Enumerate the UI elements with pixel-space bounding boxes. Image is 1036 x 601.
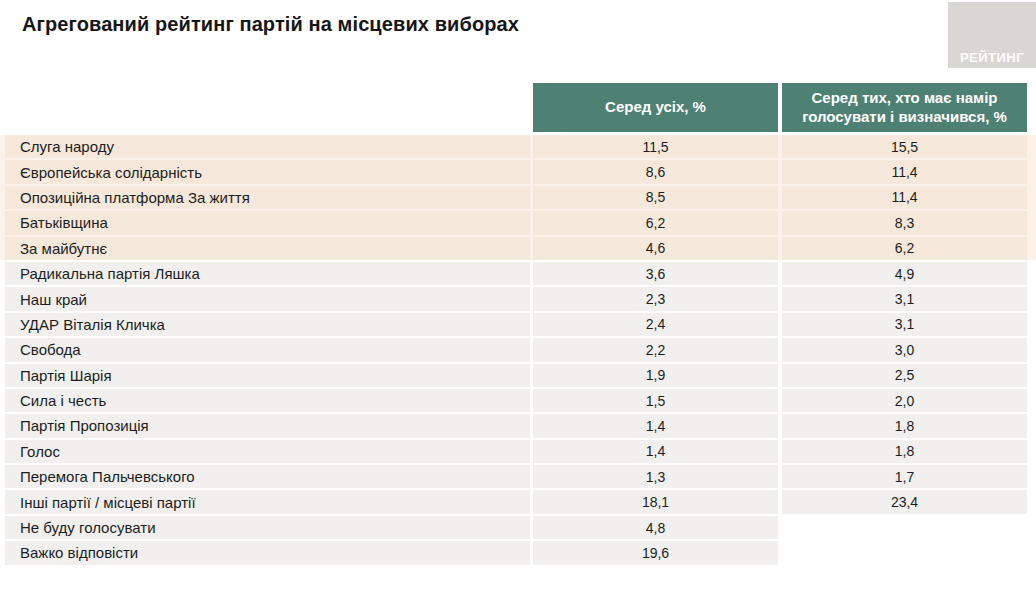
among-all-cell: 1,4	[533, 440, 778, 463]
party-name-cell: Інші партії / місцеві партії	[5, 490, 530, 513]
among-decided-cell: 6,2	[782, 237, 1027, 260]
party-name-cell: Партія Шарія	[5, 364, 530, 387]
party-name-cell: Свобода	[5, 338, 530, 361]
among-decided-cell: 3,1	[782, 313, 1027, 336]
among-all-cell: 4,6	[533, 237, 778, 260]
among-all-cell: 1,5	[533, 389, 778, 412]
table-row: Партія Пропозиція 1,4 1,8	[5, 414, 1027, 437]
among-decided-cell: 2,0	[782, 389, 1027, 412]
parties-table: Слуга народу 11,5 15,5 Європейська солід…	[5, 135, 1027, 567]
table-row: За майбутнє 4,6 6,2	[5, 237, 1027, 260]
among-decided-cell: 3,0	[782, 338, 1027, 361]
rating-group-logo: РЕЙТИНГ	[948, 2, 1036, 68]
party-name-cell: УДАР Віталія Кличка	[5, 313, 530, 336]
among-decided-cell	[782, 541, 1027, 564]
among-all-cell: 1,9	[533, 364, 778, 387]
table-row: Партія Шарія 1,9 2,5	[5, 364, 1027, 387]
among-decided-cell: 1,8	[782, 414, 1027, 437]
among-all-cell: 2,3	[533, 287, 778, 310]
among-all-cell: 11,5	[533, 135, 778, 158]
party-name-cell: Слуга народу	[5, 135, 530, 158]
table-row: Сила і честь 1,5 2,0	[5, 389, 1027, 412]
table-row: Слуга народу 11,5 15,5	[5, 135, 1027, 158]
party-name-cell: Голос	[5, 440, 530, 463]
among-all-cell: 2,4	[533, 313, 778, 336]
among-decided-cell	[782, 516, 1027, 539]
table-row: УДАР Віталія Кличка 2,4 3,1	[5, 313, 1027, 336]
party-name-cell: Не буду голосувати	[5, 516, 530, 539]
among-decided-cell: 15,5	[782, 135, 1027, 158]
column-header-among-all-label: Серед усіх, %	[599, 98, 712, 116]
among-all-cell: 2,2	[533, 338, 778, 361]
party-name-cell: За майбутнє	[5, 237, 530, 260]
party-name-cell: Сила і честь	[5, 389, 530, 412]
column-header-among-decided: Серед тих, хто має намір голосувати і ви…	[782, 83, 1027, 132]
table-row: Опозиційна платформа За життя 8,5 11,4	[5, 186, 1027, 209]
among-all-cell: 8,6	[533, 160, 778, 183]
table-row: Важко відповісти 19,6	[5, 541, 1027, 564]
among-decided-cell: 11,4	[782, 186, 1027, 209]
among-all-cell: 1,4	[533, 414, 778, 437]
rating-group-logo-text: РЕЙТИНГ	[960, 50, 1024, 68]
among-decided-cell: 11,4	[782, 160, 1027, 183]
among-all-cell: 18,1	[533, 490, 778, 513]
table-row: Наш край 2,3 3,1	[5, 287, 1027, 310]
column-header-among-decided-label: Серед тих, хто має намір голосувати і ви…	[782, 89, 1027, 126]
among-decided-cell: 3,1	[782, 287, 1027, 310]
party-name-cell: Радикальна партія Ляшка	[5, 262, 530, 285]
among-all-cell: 3,6	[533, 262, 778, 285]
among-all-cell: 6,2	[533, 211, 778, 234]
among-decided-cell: 4,9	[782, 262, 1027, 285]
party-name-cell: Європейська солідарність	[5, 160, 530, 183]
table-row: Перемога Пальчевського 1,3 1,7	[5, 465, 1027, 488]
table-row: Батьківщина 6,2 8,3	[5, 211, 1027, 234]
table-row: Не буду голосувати 4,8	[5, 516, 1027, 539]
among-all-cell: 8,5	[533, 186, 778, 209]
party-name-cell: Опозиційна платформа За життя	[5, 186, 530, 209]
party-name-cell: Перемога Пальчевського	[5, 465, 530, 488]
among-decided-cell: 1,8	[782, 440, 1027, 463]
among-all-cell: 1,3	[533, 465, 778, 488]
party-name-cell: Партія Пропозиція	[5, 414, 530, 437]
party-name-cell: Батьківщина	[5, 211, 530, 234]
among-decided-cell: 2,5	[782, 364, 1027, 387]
table-row: Радикальна партія Ляшка 3,6 4,9	[5, 262, 1027, 285]
among-decided-cell: 1,7	[782, 465, 1027, 488]
table-row: Інші партії / місцеві партії 18,1 23,4	[5, 490, 1027, 513]
table-row: Голос 1,4 1,8	[5, 440, 1027, 463]
party-name-cell: Наш край	[5, 287, 530, 310]
slide: Агрегований рейтинг партій на місцевих в…	[0, 0, 1036, 601]
table-row: Свобода 2,2 3,0	[5, 338, 1027, 361]
among-all-cell: 4,8	[533, 516, 778, 539]
column-header-among-all: Серед усіх, %	[533, 83, 778, 132]
page-title: Агрегований рейтинг партій на місцевих в…	[22, 13, 519, 36]
among-decided-cell: 8,3	[782, 211, 1027, 234]
among-all-cell: 19,6	[533, 541, 778, 564]
party-name-cell: Важко відповісти	[5, 541, 530, 564]
table-row: Європейська солідарність 8,6 11,4	[5, 160, 1027, 183]
among-decided-cell: 23,4	[782, 490, 1027, 513]
